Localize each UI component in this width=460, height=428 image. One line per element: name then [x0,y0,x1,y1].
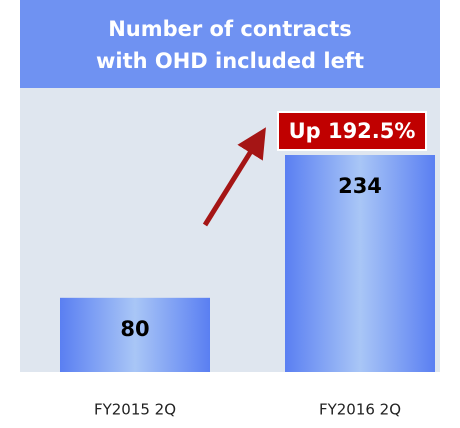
x-tick-label: FY2015 2Q [94,401,176,419]
chart-title: Number of contracts [108,17,352,41]
arrow [202,127,266,227]
value-label: 234 [338,174,382,198]
header [20,0,440,88]
annotation-box [277,111,427,151]
value-label: 80 [120,317,149,341]
annotation: Up 192.5% [289,119,416,143]
chart-title: with OHD included left [96,49,364,73]
x-tick-label: FY2016 2Q [319,401,401,419]
bar [285,155,435,372]
bar [60,297,210,372]
